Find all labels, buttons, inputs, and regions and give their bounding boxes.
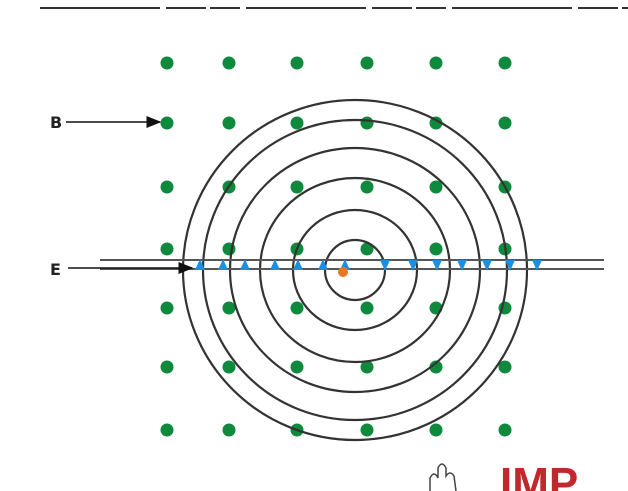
dot: [361, 181, 374, 194]
dot: [499, 57, 512, 70]
dot: [161, 424, 174, 437]
logo-icon: [430, 464, 456, 491]
label-e: E: [50, 260, 61, 279]
dot: [291, 181, 304, 194]
dot: [361, 424, 374, 437]
dot: [223, 117, 236, 130]
center-point: [338, 267, 348, 277]
dot: [499, 117, 512, 130]
dot: [291, 361, 304, 374]
dot: [161, 117, 174, 130]
logo-text: IMP: [500, 459, 578, 491]
dot: [223, 361, 236, 374]
dot: [361, 57, 374, 70]
dot: [291, 302, 304, 315]
dot: [223, 424, 236, 437]
dot: [361, 302, 374, 315]
dot: [430, 243, 443, 256]
dot: [223, 57, 236, 70]
label-b: B: [50, 113, 62, 132]
dot: [291, 57, 304, 70]
dot: [161, 57, 174, 70]
dot: [161, 302, 174, 315]
dot: [430, 424, 443, 437]
dot: [161, 243, 174, 256]
dot: [291, 117, 304, 130]
dot: [161, 181, 174, 194]
dot: [430, 57, 443, 70]
dot: [499, 424, 512, 437]
dot: [361, 117, 374, 130]
dot: [161, 361, 174, 374]
dot: [223, 302, 236, 315]
diagram: B E IMP: [0, 0, 628, 491]
